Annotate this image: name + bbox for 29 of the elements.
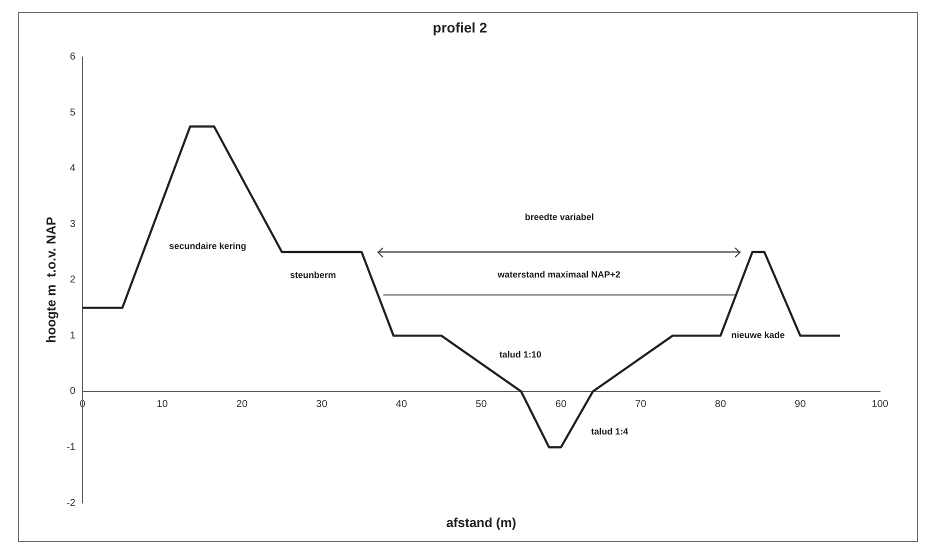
annotation: talud 1:10 <box>499 349 542 360</box>
x-axis-title: afstand (m) <box>446 515 516 530</box>
y-axis-title: hoogte m t.o.v. NAP <box>43 216 58 343</box>
x-tick-label: 30 <box>316 399 328 410</box>
chart-title: profiel 2 <box>432 19 488 36</box>
x-tick-label: 80 <box>714 399 726 410</box>
annotation: talud 1:4 <box>591 426 628 437</box>
x-tick-label: 20 <box>236 399 248 410</box>
y-tick-label: 4 <box>70 163 76 174</box>
x-tick-label: 10 <box>156 399 168 410</box>
y-tick-label: 3 <box>70 218 76 230</box>
annotation: breedte variabel <box>524 212 594 222</box>
x-tick-label: 40 <box>396 399 408 410</box>
annotation: steunberm <box>290 270 336 280</box>
y-tick-label: -1 <box>66 442 76 453</box>
x-tick-label: 50 <box>476 399 488 410</box>
y-tick-label: 6 <box>70 52 76 63</box>
x-tick-label: 70 <box>635 399 647 410</box>
series-label: waterstand maximaal NAP+2 <box>496 269 620 280</box>
annotation: nieuwe kade <box>731 330 785 340</box>
x-tick-label: 100 <box>872 399 889 410</box>
y-tick-label: 5 <box>70 107 76 118</box>
y-tick-label: 2 <box>70 274 76 286</box>
y-tick-label: 0 <box>70 386 76 398</box>
annotation: secundaire kering <box>169 240 246 251</box>
x-tick-label: 90 <box>794 399 806 410</box>
x-tick-label: 60 <box>555 399 567 410</box>
y-tick-label: -2 <box>66 498 76 509</box>
y-tick-label: 1 <box>70 330 76 342</box>
